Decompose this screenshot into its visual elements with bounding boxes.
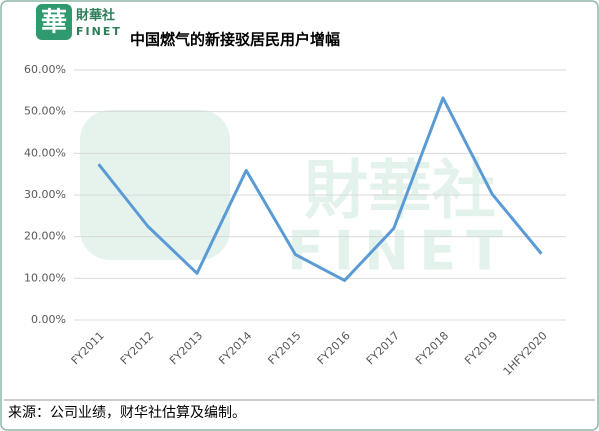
y-tick-label: 0.00%: [31, 313, 66, 326]
watermark-name: 財華社: [304, 155, 496, 229]
chart-title: 中国燃气的新接驳居民用户增幅: [130, 31, 340, 49]
watermark-box: [80, 110, 230, 260]
source: 来源：公司业绩，财华社估算及编制。: [8, 405, 246, 421]
y-tick-label: 10.00%: [24, 271, 66, 284]
watermark-sub: FINET: [287, 220, 513, 283]
logo-box: [36, 4, 72, 40]
logo-name: 財華社: [75, 8, 115, 24]
y-tick-label: 50.00%: [24, 105, 66, 118]
logo-sub: FINET: [76, 25, 122, 38]
y-tick-label: 40.00%: [24, 146, 66, 159]
y-tick-label: 20.00%: [24, 230, 66, 243]
y-tick-label: 30.00%: [24, 188, 66, 201]
y-tick-label: 60.00%: [24, 63, 66, 76]
data-line: [97, 96, 543, 282]
logo-mark: 華: [41, 8, 67, 38]
